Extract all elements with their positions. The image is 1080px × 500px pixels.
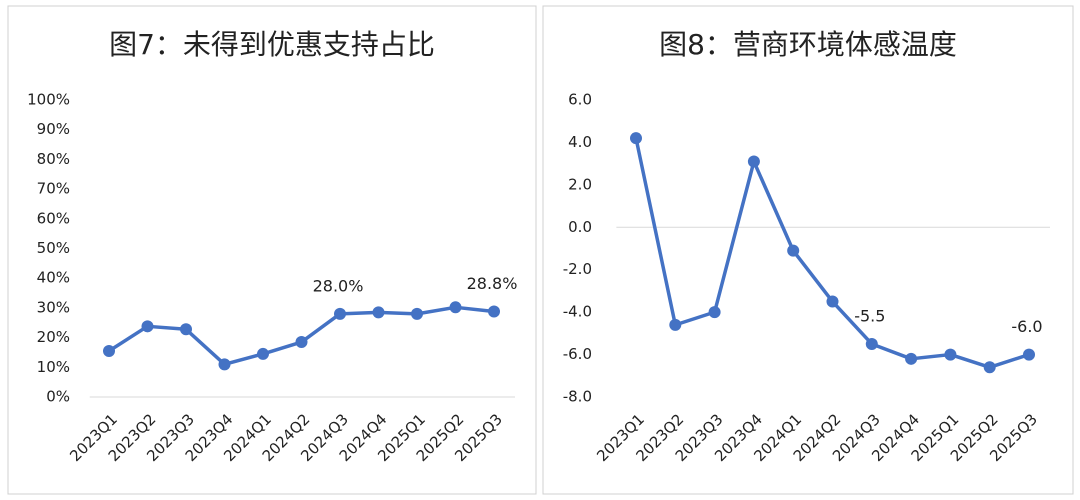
point [708,306,721,319]
point [180,323,192,336]
point [218,358,231,371]
point [826,295,839,308]
chart-title: 图7：未得到优惠支持占比 [109,28,435,61]
point [630,132,642,145]
point [1023,348,1035,361]
value-label: 28.0% [313,276,364,295]
line [108,305,495,367]
y-tick-label: 30% [37,298,70,316]
chart-title: 图8：营商环境体感温度 [659,28,957,61]
y-tick-label: -4.0 [563,303,592,321]
point [865,337,878,350]
point [141,320,154,333]
panel-frame [542,5,1074,495]
y-tick-label: 6.0 [568,91,592,109]
point [787,244,800,257]
y-tick-label: 80% [37,150,70,168]
value-label: -5.5 [854,306,885,325]
point [372,306,385,319]
point [983,361,996,374]
point [334,307,346,320]
y-tick-label: 40% [37,269,70,287]
point [257,347,269,360]
value-label: 28.8% [467,274,518,293]
y-tick-label: 20% [37,328,70,346]
point [295,336,308,349]
point [449,301,462,314]
y-tick-label: 2.0 [568,175,592,193]
value-label: -6.0 [1011,317,1042,336]
panel-frame [7,5,537,495]
y-tick-label: 0.0 [568,218,592,236]
point [669,318,682,331]
point [411,307,423,320]
y-tick-label: 60% [37,209,70,227]
y-tick-label: 50% [37,239,70,257]
y-tick-label: 10% [37,358,70,376]
point [747,155,760,168]
y-tick-label: 70% [37,180,70,198]
y-tick-label: 0% [46,388,70,406]
y-tick-label: -2.0 [563,260,592,278]
y-tick-label: 90% [37,120,70,138]
point [103,344,115,357]
y-tick-label: -8.0 [563,388,592,406]
y-tick-label: -6.0 [563,345,592,363]
y-tick-label: 4.0 [568,133,592,151]
point [488,305,500,318]
point [905,352,918,365]
point [944,348,957,361]
y-tick-label: 100% [27,91,70,109]
line [634,137,1030,370]
